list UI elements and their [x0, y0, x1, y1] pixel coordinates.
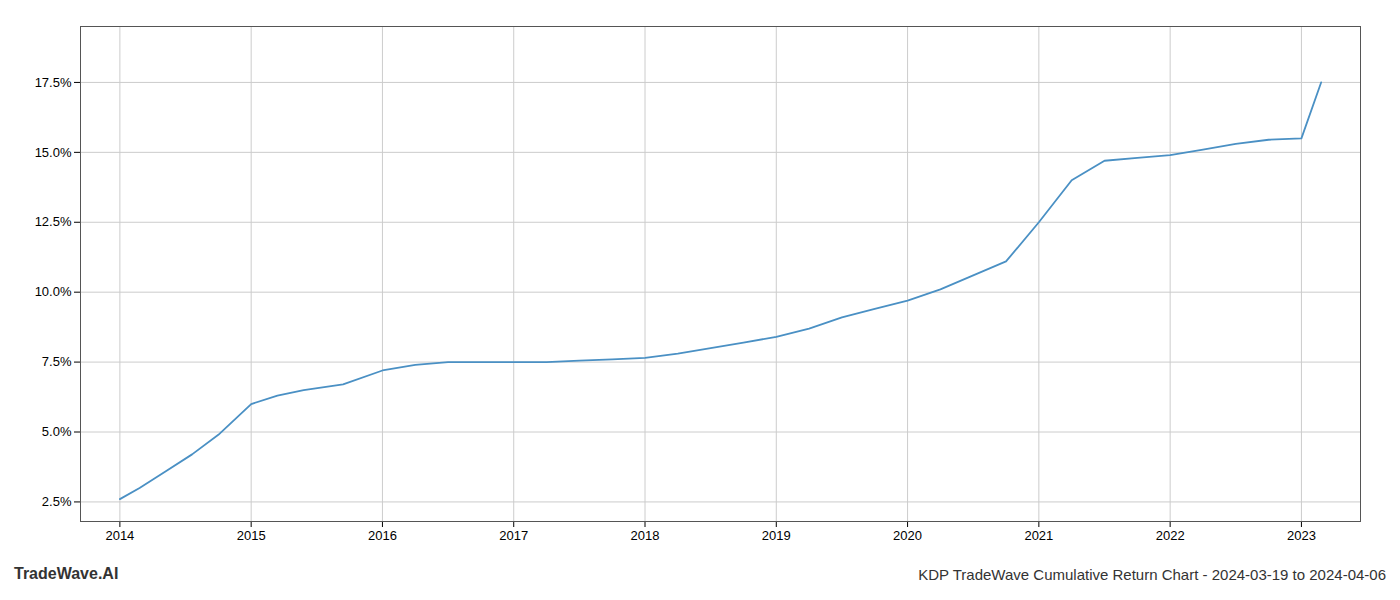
- svg-text:2019: 2019: [762, 528, 791, 543]
- svg-text:5.0%: 5.0%: [42, 424, 72, 439]
- svg-text:2015: 2015: [237, 528, 266, 543]
- svg-text:2020: 2020: [893, 528, 922, 543]
- svg-text:15.0%: 15.0%: [35, 145, 72, 160]
- svg-text:2.5%: 2.5%: [42, 494, 72, 509]
- svg-text:2023: 2023: [1287, 528, 1316, 543]
- svg-text:2022: 2022: [1156, 528, 1185, 543]
- svg-text:2016: 2016: [368, 528, 397, 543]
- svg-text:2021: 2021: [1024, 528, 1053, 543]
- svg-text:10.0%: 10.0%: [35, 284, 72, 299]
- html-text:TradeWave.AI: TradeWave.AI: [14, 565, 119, 582]
- svg-text:12.5%: 12.5%: [35, 214, 72, 229]
- svg-text:7.5%: 7.5%: [42, 354, 72, 369]
- svg-text:2017: 2017: [499, 528, 528, 543]
- svg-text:2018: 2018: [631, 528, 660, 543]
- svg-text:2014: 2014: [105, 528, 134, 543]
- svg-text:17.5%: 17.5%: [35, 75, 72, 90]
- html-text:KDP TradeWave Cumulative Retur: KDP TradeWave Cumulative Return Chart - …: [918, 566, 1386, 583]
